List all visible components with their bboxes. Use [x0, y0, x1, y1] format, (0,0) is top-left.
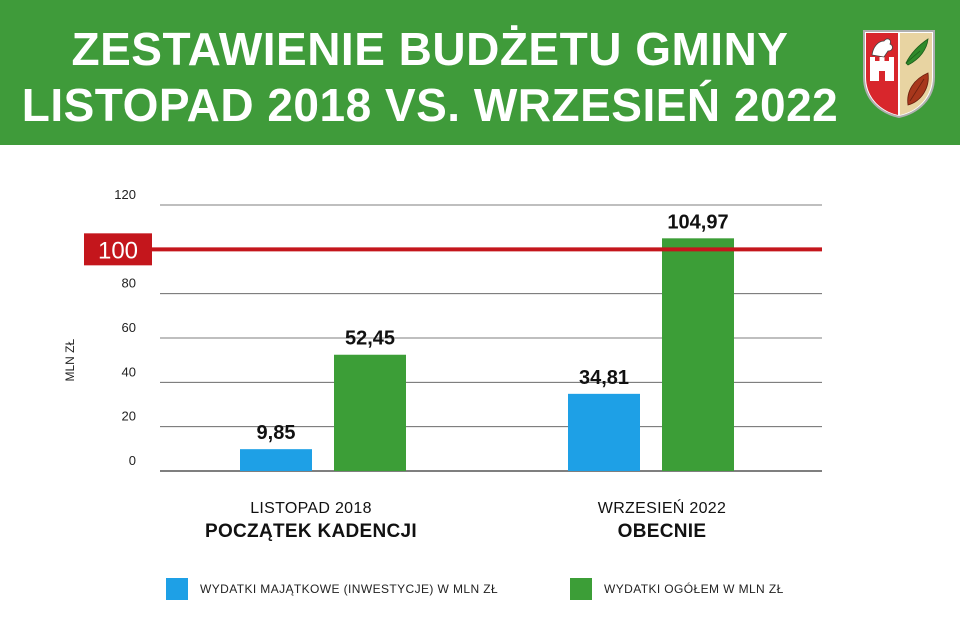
legend-item-1: WYDATKI OGÓŁEM W MLN ZŁ [570, 578, 784, 600]
bars [240, 238, 734, 471]
y-tick-label-40: 40 [122, 364, 136, 379]
x-category-label-0: LISTOPAD 2018 POCZĄTEK KADENCJI [156, 500, 466, 543]
bar-series0-cat1 [568, 393, 640, 471]
legend-swatch-1 [570, 578, 592, 600]
y-tick-label-20: 20 [122, 409, 136, 424]
data-labels: 9,85 34,81 52,45 104,97 [257, 211, 729, 444]
x-category-0-line2: POCZĄTEK KADENCJI [204, 521, 417, 542]
reference-line-badge [84, 233, 152, 266]
title-banner: ZESTAWIENIE BUDŻETU GMINY LISTOPAD 2018 … [0, 0, 960, 145]
x-category-1-line2: OBECNIE [617, 521, 707, 542]
legend-label-1: WYDATKI OGÓŁEM W MLN ZŁ [604, 582, 784, 596]
data-label-series1-cat0: 52,45 [345, 328, 395, 350]
reference-line-label: 100 [98, 237, 138, 264]
coat-of-arms-icon [863, 30, 935, 119]
title-line-2: LISTOPAD 2018 VS. WRZESIEŃ 2022 [21, 79, 839, 131]
y-tick-label-120: 120 [114, 187, 136, 202]
x-category-1-line1: WRZESIEŃ 2022 [597, 500, 727, 517]
bar-series0-cat0 [240, 449, 312, 471]
data-label-series0-cat1: 34,81 [579, 367, 629, 389]
y-tick-labels: 0 20 40 60 80 120 [114, 187, 136, 468]
x-category-0-line1: LISTOPAD 2018 [250, 500, 372, 517]
data-label-series0-cat0: 9,85 [257, 422, 296, 444]
y-tick-label-60: 60 [122, 320, 136, 335]
legend-item-0: WYDATKI MAJĄTKOWE (INWESTYCJE) W MLN ZŁ [166, 578, 498, 600]
x-category-label-1: WRZESIEŃ 2022 OBECNIE [512, 500, 812, 543]
bar-series1-cat0 [334, 354, 406, 471]
data-label-series1-cat1: 104,97 [667, 211, 728, 233]
title-line-1: ZESTAWIENIE BUDŻETU GMINY [71, 23, 789, 75]
legend-label-0: WYDATKI MAJĄTKOWE (INWESTYCJE) W MLN ZŁ [200, 582, 499, 596]
bar-series1-cat1 [662, 238, 734, 471]
reference-line-group: 100 [84, 233, 822, 266]
legend-swatch-0 [166, 578, 188, 600]
y-tick-label-0: 0 [129, 453, 136, 468]
y-tick-label-80: 80 [122, 276, 136, 291]
chart-area: 0 20 40 60 80 120 MLN ZŁ 100 9,85 34,81 52,45 10… [63, 187, 822, 472]
y-axis-label: MLN ZŁ [63, 339, 77, 382]
